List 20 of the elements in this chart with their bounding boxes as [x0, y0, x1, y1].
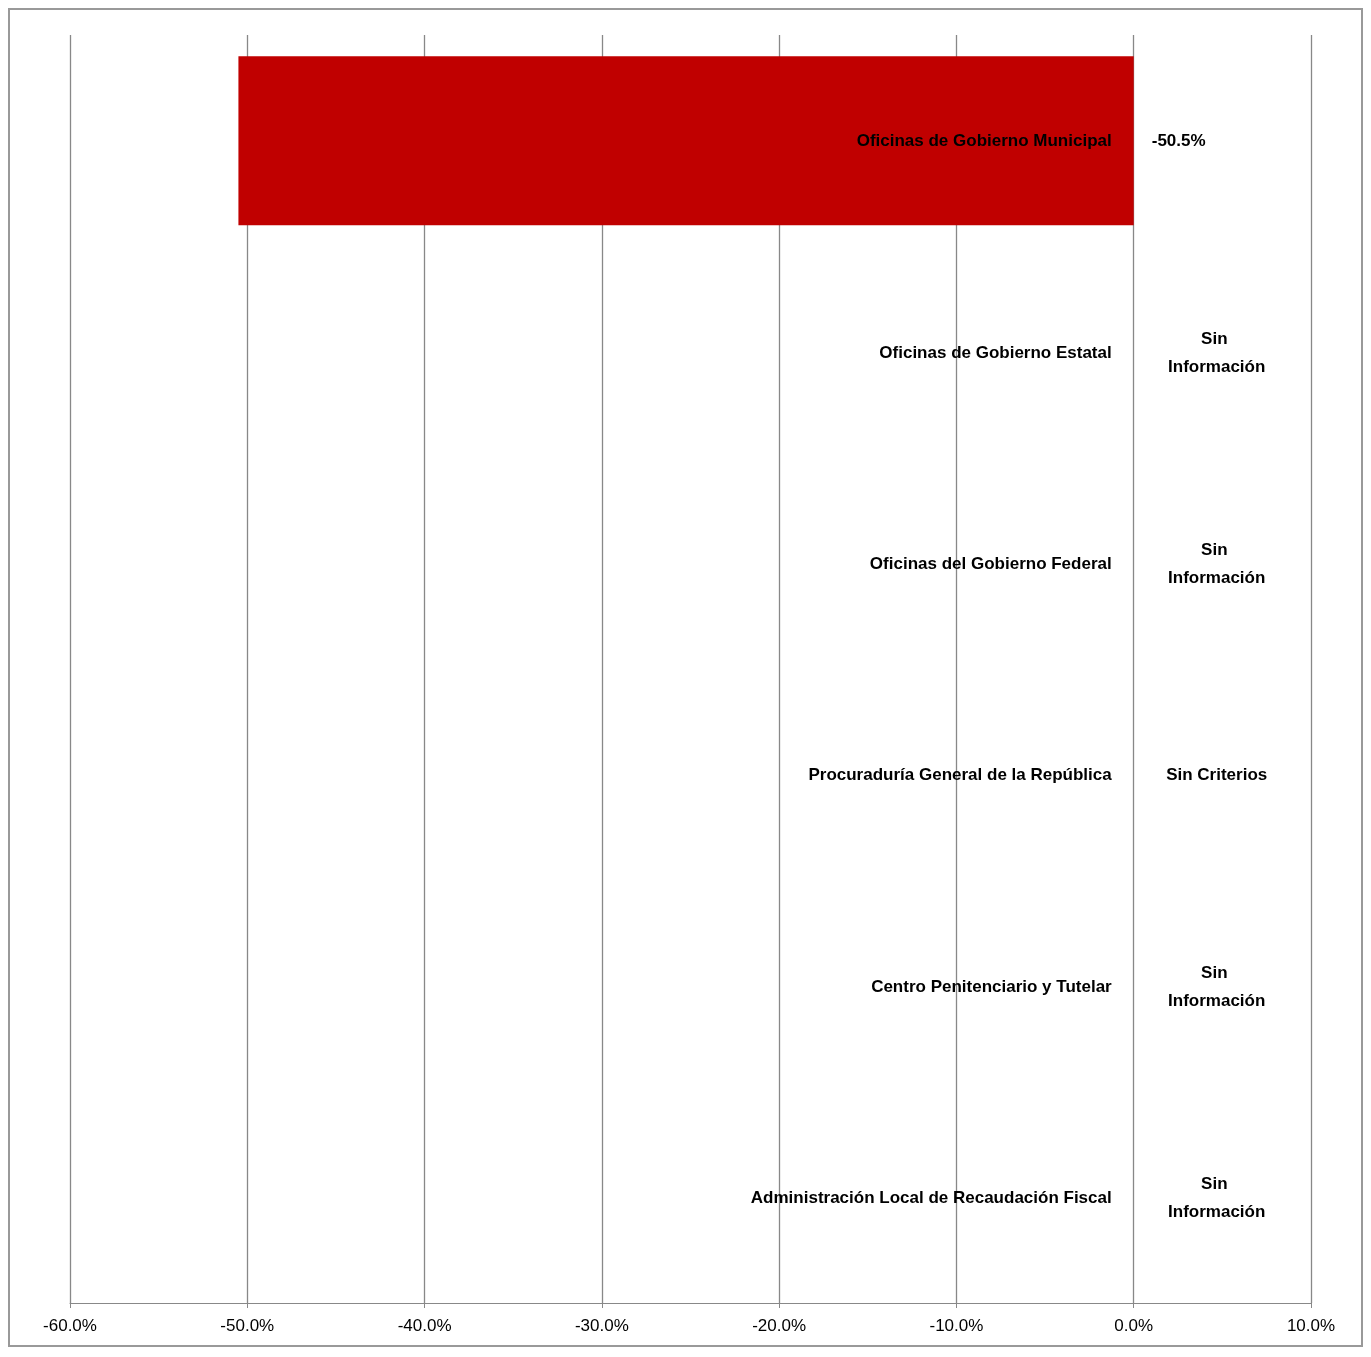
x-tick-label: -40.0% — [397, 1316, 452, 1335]
y-tick-label: Oficinas de Gobierno Municipal — [856, 131, 1112, 151]
x-tick-label: -50.0% — [220, 1316, 275, 1335]
y-tick-label: Oficinas de Gobierno Estatal — [879, 342, 1112, 362]
x-tick-label: -10.0% — [929, 1316, 984, 1335]
x-tick-label: -30.0% — [574, 1316, 629, 1335]
text: Sin Información — [1168, 962, 1266, 1010]
data-label: -50.5% — [1151, 131, 1206, 151]
y-tick-label: Procuraduría General de la República — [808, 765, 1113, 785]
text: Sin Información — [1168, 539, 1266, 587]
x-tick-label: -20.0% — [752, 1316, 807, 1335]
y-tick-label: Centro Penitenciario y Tutelar — [871, 976, 1113, 996]
x-tick-label: 10.0% — [1286, 1316, 1336, 1335]
y-tick-label: Oficinas del Gobierno Federal — [869, 553, 1112, 573]
text: Sin Información — [1168, 328, 1266, 376]
y-tick-label: Administración Local de Recaudación Fiscal — [750, 1187, 1112, 1207]
text: Sin Criterios — [1166, 765, 1268, 785]
text: Sin Información — [1168, 1173, 1266, 1221]
x-tick-label: 0.0% — [1114, 1316, 1154, 1335]
x-tick-label: -60.0% — [43, 1316, 97, 1335]
